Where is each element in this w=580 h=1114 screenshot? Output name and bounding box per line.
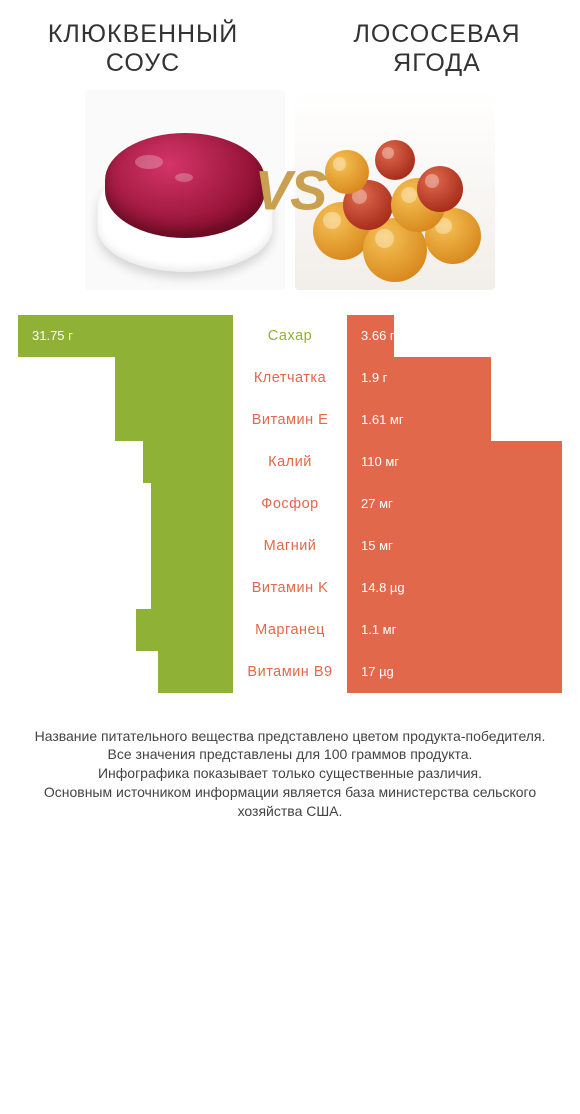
right-product-title: ЛОСОСЕВАЯ ЯГОДА: [312, 20, 562, 78]
right-bar-cell: 3.66 г: [347, 315, 562, 357]
left-bar: [136, 609, 233, 651]
left-value: 4 мг: [18, 496, 57, 511]
right-bar-cell: 110 мг: [347, 441, 562, 483]
right-value: 1.9 г: [347, 370, 387, 385]
right-value: 15 мг: [347, 538, 393, 553]
header-row: КЛЮКВЕННЫЙ СОУС ЛОСОСЕВАЯ ЯГОДА: [18, 20, 562, 78]
right-bar-cell: 1.61 мг: [347, 399, 562, 441]
left-bar-cell: 1.4 µg: [18, 567, 233, 609]
left-value: 1.4 µg: [18, 580, 68, 595]
nutrient-name: Магний: [233, 525, 347, 567]
nutrient-row: 28 мг Калий110 мг: [18, 441, 562, 483]
footnote-line: Название питательного вещества представл…: [24, 727, 556, 746]
right-bar-cell: 1.1 мг: [347, 609, 562, 651]
left-value: 31.75 г: [18, 328, 73, 343]
product-images-row: VS: [18, 90, 562, 290]
left-bar: [115, 357, 233, 399]
left-value: 1.1 г: [18, 370, 58, 385]
footnote-line: Инфографика показывает только существенн…: [24, 764, 556, 783]
right-value: 1.1 мг: [347, 622, 396, 637]
left-value: 0.073 мг: [18, 622, 82, 637]
right-value: 17 µg: [347, 664, 394, 679]
nutrient-row: 4 мг Фосфор27 мг: [18, 483, 562, 525]
nutrient-row: 1 µg Витамин B917 µg: [18, 651, 562, 693]
right-bar-cell: 15 мг: [347, 525, 562, 567]
left-bar: [151, 567, 233, 609]
left-bar: [115, 399, 233, 441]
vs-label: VS: [255, 157, 326, 222]
left-bar: [151, 525, 233, 567]
nutrient-row: 1.4 µg Витамин K14.8 µg: [18, 567, 562, 609]
left-bar: [158, 651, 233, 693]
right-bar-cell: 17 µg: [347, 651, 562, 693]
nutrient-name: Клетчатка: [233, 357, 347, 399]
nutrient-name: Сахар: [233, 315, 347, 357]
left-bar-cell: 31.75 г: [18, 315, 233, 357]
left-bar-cell: 28 мг: [18, 441, 233, 483]
infographic-container: КЛЮКВЕННЫЙ СОУС ЛОСОСЕВАЯ ЯГОДА VS 31.75: [0, 0, 580, 846]
left-value: 2 мг: [18, 538, 57, 553]
nutrient-row: 0.93 мг Витамин E1.61 мг: [18, 399, 562, 441]
left-bar-cell: 4 мг: [18, 483, 233, 525]
footnote-line: Все значения представлены для 100 граммо…: [24, 745, 556, 764]
left-bar-cell: 0.93 мг: [18, 399, 233, 441]
right-value: 14.8 µg: [347, 580, 405, 595]
right-bar-cell: 14.8 µg: [347, 567, 562, 609]
nutrient-name: Витамин K: [233, 567, 347, 609]
left-value: 28 мг: [18, 454, 64, 469]
left-bar-cell: 0.073 мг: [18, 609, 233, 651]
right-bar-cell: 1.9 г: [347, 357, 562, 399]
left-bar-cell: 1.1 г: [18, 357, 233, 399]
left-bar: [151, 483, 233, 525]
right-bar-cell: 27 мг: [347, 483, 562, 525]
nutrient-name: Калий: [233, 441, 347, 483]
left-bar: [143, 441, 233, 483]
footnote-line: Основным источником информации является …: [24, 783, 556, 821]
left-bar-cell: 2 мг: [18, 525, 233, 567]
nutrient-row: 2 мг Магний15 мг: [18, 525, 562, 567]
nutrient-name: Марганец: [233, 609, 347, 651]
right-value: 1.61 мг: [347, 412, 404, 427]
right-value: 3.66 г: [347, 328, 395, 343]
right-value: 110 мг: [347, 454, 399, 469]
nutrient-row: 1.1 г Клетчатка1.9 г: [18, 357, 562, 399]
left-value: 1 µg: [18, 664, 58, 679]
footnote: Название питательного вещества представл…: [18, 727, 562, 821]
nutrient-name: Витамин E: [233, 399, 347, 441]
left-value: 0.93 мг: [18, 412, 75, 427]
nutrient-name: Фосфор: [233, 483, 347, 525]
nutrient-row: 0.073 мг Марганец1.1 мг: [18, 609, 562, 651]
nutrient-name: Витамин B9: [233, 651, 347, 693]
nutrient-table: 31.75 г Сахар3.66 г 1.1 г Клетчатка1.9 г 0.9…: [18, 315, 562, 693]
nutrient-row: 31.75 г Сахар3.66 г: [18, 315, 562, 357]
right-value: 27 мг: [347, 496, 393, 511]
left-bar-cell: 1 µg: [18, 651, 233, 693]
left-product-title: КЛЮКВЕННЫЙ СОУС: [18, 20, 268, 78]
